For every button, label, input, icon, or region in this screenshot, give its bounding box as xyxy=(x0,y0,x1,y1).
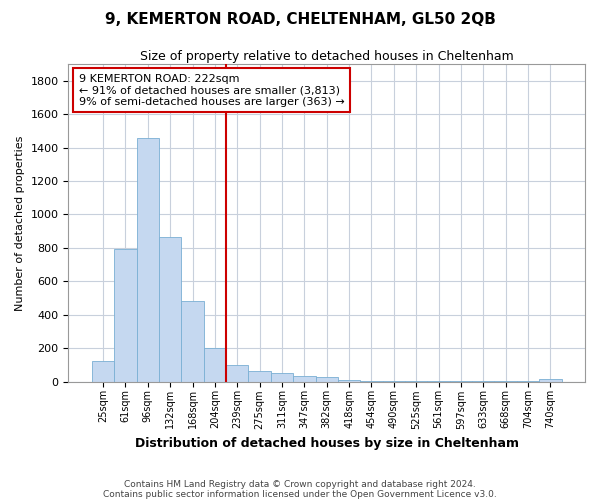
Bar xyxy=(181,302,204,382)
Text: Contains HM Land Registry data © Crown copyright and database right 2024.
Contai: Contains HM Land Registry data © Crown c… xyxy=(103,480,497,499)
Bar xyxy=(271,373,293,382)
Bar xyxy=(338,380,360,382)
Title: Size of property relative to detached houses in Cheltenham: Size of property relative to detached ho… xyxy=(140,50,514,63)
Bar xyxy=(204,348,226,382)
Bar xyxy=(159,237,181,382)
Bar xyxy=(248,370,271,382)
Bar xyxy=(293,376,316,382)
Y-axis label: Number of detached properties: Number of detached properties xyxy=(15,135,25,310)
Bar xyxy=(137,138,159,382)
Bar xyxy=(383,381,405,382)
X-axis label: Distribution of detached houses by size in Cheltenham: Distribution of detached houses by size … xyxy=(135,437,519,450)
Bar xyxy=(360,380,383,382)
Bar xyxy=(92,362,114,382)
Text: 9 KEMERTON ROAD: 222sqm
← 91% of detached houses are smaller (3,813)
9% of semi-: 9 KEMERTON ROAD: 222sqm ← 91% of detache… xyxy=(79,74,344,107)
Bar xyxy=(316,378,338,382)
Bar xyxy=(226,365,248,382)
Bar xyxy=(539,379,562,382)
Bar xyxy=(114,248,137,382)
Text: 9, KEMERTON ROAD, CHELTENHAM, GL50 2QB: 9, KEMERTON ROAD, CHELTENHAM, GL50 2QB xyxy=(104,12,496,28)
